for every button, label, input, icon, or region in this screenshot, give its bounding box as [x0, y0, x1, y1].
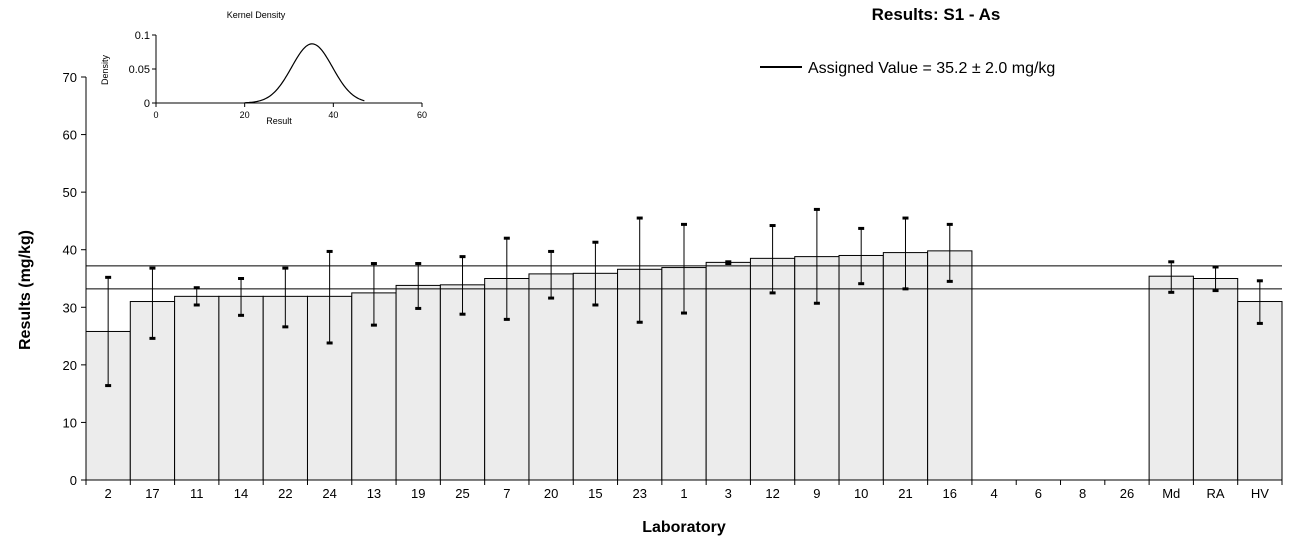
bar-lab-25 [439, 284, 486, 481]
inset-x-tick-label: 0 [153, 110, 158, 120]
y-tick-labels: 0 10 20 30 40 50 60 70 [63, 70, 86, 488]
x-tick-label-2: 2 [105, 486, 112, 501]
error-bar-lab-RA [1212, 265, 1219, 293]
chart-title: Results: S1 - As [872, 5, 1001, 24]
error-bar-lab-HV [1256, 279, 1263, 325]
y-tick-label: 50 [63, 185, 77, 200]
bar-lab-24 [306, 295, 353, 481]
x-tick-label-20: 20 [544, 486, 558, 501]
x-tick-label-4: 4 [990, 486, 997, 501]
error-bar-lab-11 [193, 286, 200, 307]
error-bar-lab-24 [326, 249, 333, 345]
x-tick-label-Md: Md [1162, 486, 1180, 501]
inset-x-axis-title: Result [266, 116, 292, 126]
error-bar-lab-19 [415, 262, 422, 310]
x-tick-label-8: 8 [1079, 486, 1086, 501]
error-bar-lab-22 [282, 266, 289, 329]
error-bar-lab-7 [503, 236, 510, 321]
error-bar-lab-16 [946, 222, 953, 283]
inset-x-tick-label: 40 [328, 110, 338, 120]
x-axis-title: Laboratory [642, 519, 726, 536]
y-tick-label: 40 [63, 243, 77, 258]
bar-lab-14 [218, 295, 264, 481]
x-tick-label-6: 6 [1035, 486, 1042, 501]
x-tick-label-3: 3 [725, 486, 732, 501]
error-bar-lab-25 [459, 255, 466, 316]
y-tick-label: 10 [63, 415, 77, 430]
inset-x-tick-label: 60 [417, 110, 427, 120]
x-tick-label-22: 22 [278, 486, 292, 501]
error-bar-lab-3 [725, 260, 732, 266]
error-bars-group [105, 207, 1263, 388]
bar-lab-21 [882, 252, 929, 481]
x-tick-label-13: 13 [367, 486, 381, 501]
inset-y-tick-label: 0.1 [135, 30, 150, 42]
x-tick-label-HV: HV [1251, 486, 1269, 501]
y-axis-title: Results (mg/kg) [17, 230, 34, 350]
error-bar-lab-14 [238, 277, 245, 317]
bar-lab-12 [749, 257, 796, 481]
error-bar-lab-12 [769, 224, 776, 295]
x-tick-labels: 2 17 11 14 22 24 13 19 25 7 20 15 23 1 3 12 9 10 21 16 4 6 8 26… [85, 480, 1283, 501]
error-bar-lab-2 [105, 275, 112, 388]
bar-lab-20 [528, 273, 574, 481]
x-tick-label-10: 10 [854, 486, 868, 501]
x-tick-label-17: 17 [145, 486, 159, 501]
error-bar-lab-15 [592, 240, 599, 307]
y-tick-label: 70 [63, 70, 77, 85]
error-bar-lab-10 [858, 226, 865, 286]
x-tick-label-RA: RA [1207, 486, 1225, 501]
inset-y-axis-title: Density [100, 54, 110, 85]
inset-axes: 0 20 40 60 0 0.05 0.1 [129, 30, 427, 120]
inset-title: Kernel Density [227, 10, 286, 20]
bar-lab-3 [705, 261, 751, 481]
y-tick-label: 60 [63, 128, 77, 143]
inset-y-tick-label: 0.05 [129, 64, 150, 76]
bar-lab-19 [395, 284, 441, 481]
inset-x-tick-label: 20 [240, 110, 250, 120]
x-tick-label-12: 12 [765, 486, 779, 501]
x-tick-label-16: 16 [943, 486, 957, 501]
y-tick-label: 20 [63, 358, 77, 373]
bar-lab-10 [838, 254, 884, 481]
x-tick-label-19: 19 [411, 486, 425, 501]
x-tick-label-15: 15 [588, 486, 602, 501]
error-bar-lab-17 [149, 266, 156, 340]
legend-entry-assigned-value: Assigned Value = 35.2 ± 2.0 mg/kg [808, 60, 1055, 77]
bars-group [85, 250, 1283, 481]
inset-y-tick-label: 0 [144, 98, 150, 110]
error-bar-lab-21 [902, 216, 909, 291]
x-tick-label-9: 9 [813, 486, 820, 501]
bar-lab-Md [1148, 275, 1194, 481]
x-tick-label-23: 23 [632, 486, 646, 501]
x-tick-label-21: 21 [898, 486, 912, 501]
x-tick-label-25: 25 [455, 486, 469, 501]
bar-lab-HV [1237, 301, 1283, 481]
x-tick-label-26: 26 [1120, 486, 1134, 501]
error-bar-lab-Md [1168, 260, 1175, 294]
bar-lab-15 [572, 272, 619, 481]
x-tick-label-1: 1 [680, 486, 687, 501]
x-tick-label-24: 24 [322, 486, 336, 501]
y-tick-label: 0 [70, 473, 77, 488]
error-bar-lab-23 [636, 216, 643, 324]
error-bar-lab-9 [813, 207, 820, 305]
error-bar-lab-1 [681, 222, 687, 315]
bar-lab-16 [927, 250, 973, 481]
inset-density-curve [244, 43, 365, 104]
x-tick-label-14: 14 [234, 486, 248, 501]
kernel-density-inset: Kernel Density Result Density 0 20 40 60 0 0.… [100, 10, 427, 126]
x-tick-label-7: 7 [503, 486, 510, 501]
y-tick-label: 30 [63, 300, 77, 315]
x-tick-label-11: 11 [190, 486, 204, 501]
error-bar-lab-20 [548, 249, 555, 300]
bar-lab-RA [1192, 278, 1239, 481]
bar-lab-11 [174, 295, 220, 481]
error-bar-lab-13 [370, 262, 377, 327]
